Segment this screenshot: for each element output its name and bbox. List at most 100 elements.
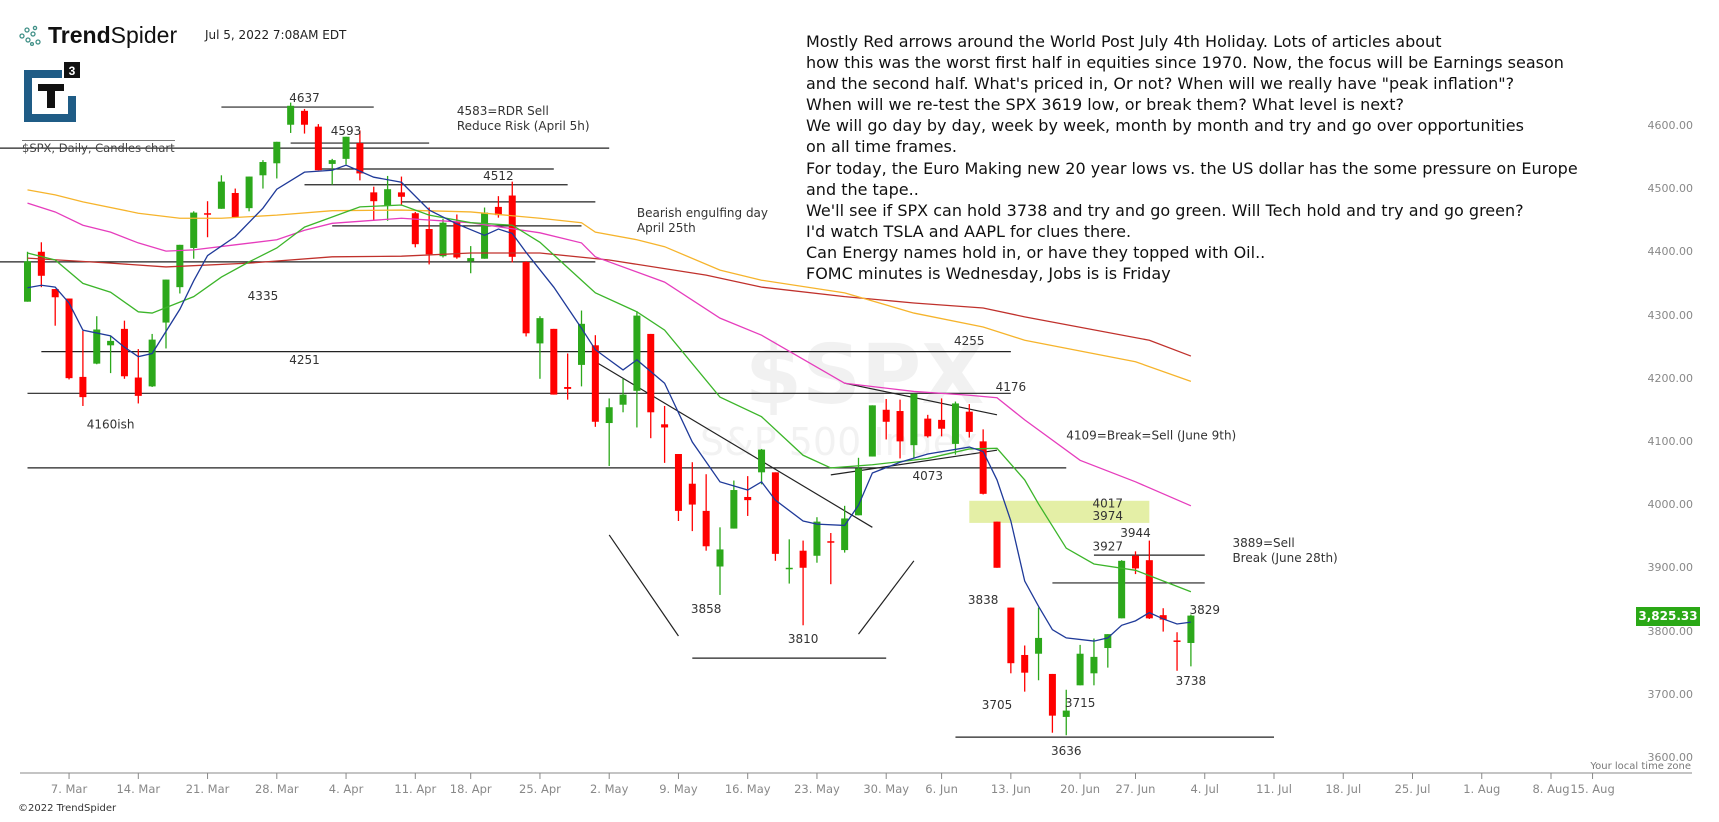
candle-body <box>896 411 904 442</box>
annotation-label: 4583=RDR Sell <box>457 104 549 118</box>
candle-body <box>24 261 31 302</box>
x-axis-tick-label: 1. Aug <box>1463 782 1500 796</box>
candle-body <box>536 318 544 344</box>
candle-body <box>827 541 835 543</box>
candle-body <box>855 468 862 516</box>
annotation-label: 3944 <box>1120 526 1151 540</box>
commentary-line: For today, the Euro Making new 20 year l… <box>806 158 1578 178</box>
x-axis-tick-label: 8. Aug <box>1532 782 1569 796</box>
annotation-label: 3636 <box>1051 744 1082 758</box>
candle-body <box>162 279 170 323</box>
watermark-symbol: $SPX <box>745 328 985 423</box>
commentary-line: and the second half. What's priced in, O… <box>806 74 1515 94</box>
candle-body <box>287 105 295 125</box>
annotation-label: 4593 <box>331 124 362 138</box>
x-axis-tick-label: 9. May <box>659 782 698 796</box>
trend-line <box>608 534 679 637</box>
x-axis-tick-label: 25. Apr <box>519 782 561 796</box>
y-axis-tick-label: 4100.00 <box>1647 435 1694 448</box>
annotation-label: 3889=Sell <box>1232 536 1294 550</box>
y-axis-tick-label: 3800.00 <box>1647 624 1694 638</box>
candle-body <box>924 418 932 437</box>
annotation-label: 3810 <box>788 632 819 646</box>
y-axis-tick-label: 3600.00 <box>1647 751 1694 764</box>
candle-body <box>702 510 710 547</box>
annotation-label: 3927 <box>1093 539 1124 553</box>
candle-body <box>882 409 890 422</box>
candle-body <box>1132 555 1139 569</box>
commentary-line: on all time frames. <box>806 137 957 157</box>
trend-line <box>595 361 873 528</box>
candle-body <box>217 181 225 209</box>
annotation-label: Reduce Risk (April 5h) <box>457 119 590 133</box>
candle-body <box>1104 634 1112 649</box>
candle-body <box>868 405 876 457</box>
annotation-label: 4255 <box>954 334 985 348</box>
moving-average-line <box>27 189 1192 382</box>
candle-body <box>231 192 239 218</box>
annotation-label: 4512 <box>483 169 514 183</box>
copyright: ©2022 TrendSpider <box>18 803 117 814</box>
y-axis-tick-label: 4400.00 <box>1647 245 1694 259</box>
timestamp: Jul 5, 2022 7:08AM EDT <box>205 28 347 42</box>
highlight-zone <box>969 500 1150 523</box>
commentary-line: how this was the worst first half in equ… <box>806 53 1564 73</box>
x-axis-tick-label: 21. Mar <box>186 782 230 796</box>
candle-body <box>107 340 115 346</box>
candle-body <box>425 229 433 255</box>
candle-body <box>578 323 585 365</box>
watermark-name: S&P 500 Index <box>700 420 978 464</box>
annotation-label: Bearish engulfing day <box>637 206 768 220</box>
candle-body <box>494 206 502 216</box>
annotation-label: 4335 <box>248 289 279 303</box>
timezone-note: Your local time zone <box>1590 761 1691 772</box>
annotation-label: 4176 <box>996 380 1027 394</box>
trend-line <box>844 382 998 416</box>
commentary-line: We'll see if SPX can hold 3738 and try a… <box>806 200 1524 220</box>
candle-body <box>688 483 696 505</box>
candle-body <box>1145 560 1153 619</box>
candle-body <box>785 567 793 570</box>
trend-line <box>858 560 915 635</box>
x-axis-tick-label: 6. Jun <box>925 782 958 796</box>
x-axis-tick-label: 11. Jul <box>1256 782 1292 796</box>
candle-body <box>1159 615 1167 620</box>
candle-body <box>841 518 849 551</box>
annotation-label: April 25th <box>637 221 696 235</box>
candle-body <box>730 490 738 529</box>
y-axis-tick-label: 3700.00 <box>1647 687 1694 701</box>
chart-title: $SPX, Daily, Candles chart <box>22 140 175 155</box>
candle-body <box>771 472 779 554</box>
commentary-line: and the tape.. <box>806 179 919 199</box>
candle-body <box>1007 607 1015 664</box>
annotation-label: 3829 <box>1189 603 1220 617</box>
x-axis-tick-label: 7. Mar <box>51 782 88 796</box>
candle-body <box>467 258 475 262</box>
x-axis-tick-label: 23. May <box>794 782 840 796</box>
candle-body <box>93 329 101 364</box>
annotation-label: 3705 <box>982 698 1013 712</box>
candle-body <box>564 387 572 389</box>
x-axis-tick-label: 28. Mar <box>255 782 299 796</box>
annotation-label: 4073 <box>912 469 943 483</box>
candle-body <box>51 289 59 298</box>
x-axis-tick-label: 11. Apr <box>394 782 436 796</box>
x-axis-tick-label: 15. Aug <box>1570 782 1614 796</box>
x-axis-tick-label: 25. Jul <box>1395 782 1431 796</box>
candle-body <box>37 251 45 276</box>
candle-body <box>633 315 641 391</box>
candle-body <box>370 192 378 202</box>
candle-body <box>951 403 959 444</box>
candle-body <box>79 376 87 398</box>
annotation-label: 3974 <box>1093 509 1124 523</box>
candle-body <box>1173 640 1181 642</box>
candle-body <box>591 345 599 422</box>
candle-body <box>245 176 253 209</box>
candle-body <box>993 521 1001 568</box>
annotation-label: 3858 <box>691 602 722 616</box>
moving-average-line <box>27 204 1192 593</box>
candle-body <box>550 328 558 395</box>
candle-body <box>938 419 946 429</box>
annotation-label: 4017 <box>1093 496 1124 510</box>
